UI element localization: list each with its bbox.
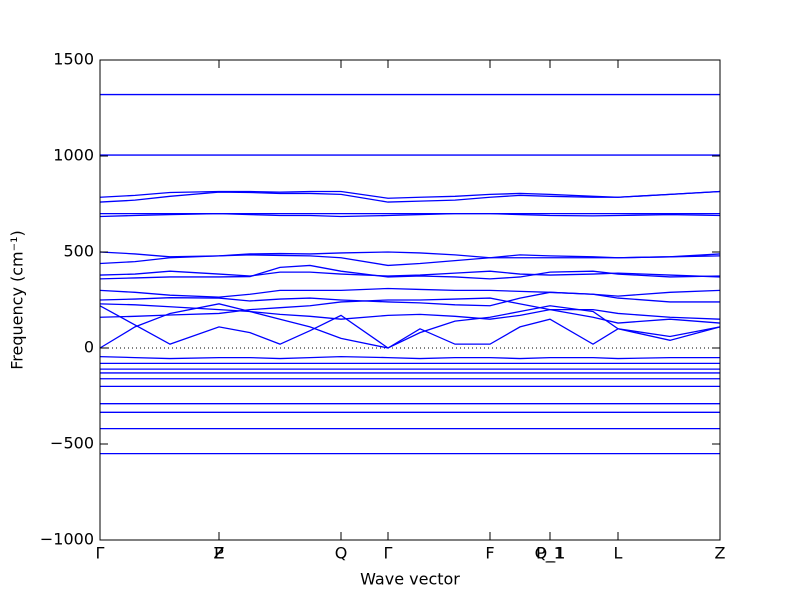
band-line xyxy=(99,287,721,298)
x-tick-label: P xyxy=(214,544,224,563)
band-line xyxy=(99,355,720,360)
band-line xyxy=(99,270,721,278)
band-line xyxy=(99,190,721,203)
x-tick-label: F xyxy=(485,544,494,563)
x-tick-label: Z xyxy=(214,544,225,563)
plot-frame xyxy=(99,59,721,541)
band-line xyxy=(99,291,720,307)
band-line xyxy=(99,254,721,267)
band-line xyxy=(99,303,721,349)
y-tick-label: −1000 xyxy=(40,530,94,549)
band-line xyxy=(99,305,721,349)
band-line xyxy=(99,190,721,199)
y-tick-label: −500 xyxy=(50,434,94,453)
y-tick-label: 1500 xyxy=(53,50,94,69)
band-line xyxy=(99,297,721,324)
y-tick-label: 0 xyxy=(84,338,94,357)
x-tick-label: L xyxy=(614,544,623,563)
y-axis-label: Frequency (cm⁻¹) xyxy=(8,230,27,369)
x-tick-label: Q xyxy=(335,544,348,563)
x-tick-label: Γ xyxy=(96,544,105,563)
x-tick-label: Q_1 xyxy=(535,544,566,564)
band-line xyxy=(99,212,721,218)
band-line xyxy=(99,303,721,320)
y-tick-label: 500 xyxy=(63,242,94,261)
x-tick-label: Z xyxy=(715,544,726,563)
x-tick-label: Γ xyxy=(384,544,393,563)
y-tick-label: 1000 xyxy=(53,146,94,165)
x-tick-label: P_1 xyxy=(536,544,564,564)
band-line xyxy=(99,264,721,280)
x-axis-label: Wave vector xyxy=(360,570,460,589)
